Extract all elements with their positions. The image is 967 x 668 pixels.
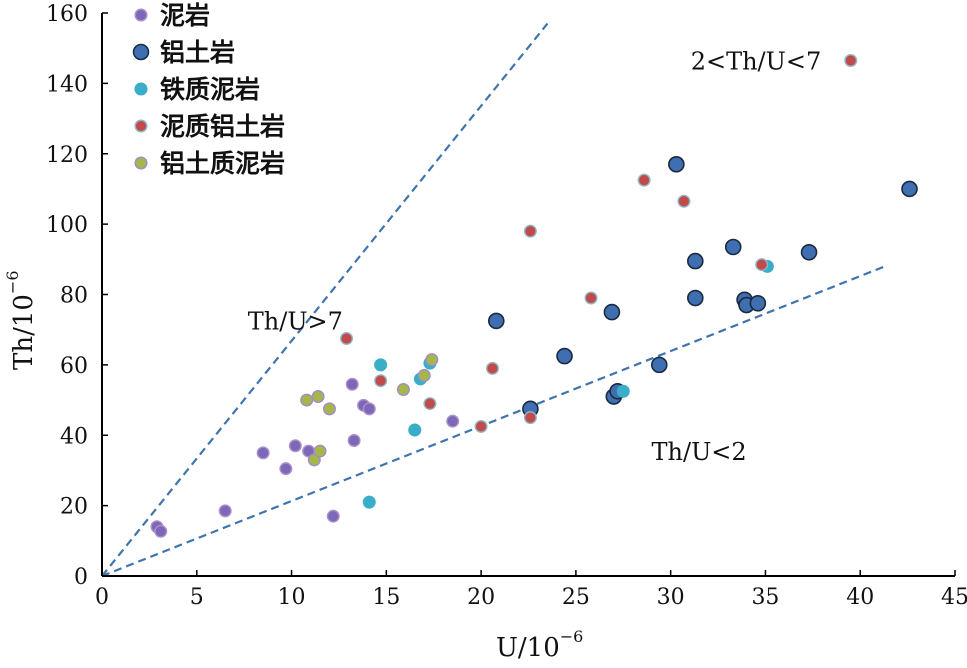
data-point-series-2	[603, 303, 621, 321]
y-tick-label: 0	[74, 565, 88, 590]
data-point-series-4	[474, 419, 488, 433]
y-tick-label: 120	[46, 143, 88, 168]
legend-label-2: 铝土岩	[160, 38, 235, 67]
legend-marker-4	[134, 119, 148, 133]
x-tick-label: 10	[278, 585, 306, 610]
x-tick-label: 35	[751, 585, 779, 610]
data-point-series-3	[616, 384, 630, 398]
y-tick-label: 60	[60, 354, 88, 379]
y-tick-label: 40	[60, 424, 88, 449]
y-tick-label: 20	[60, 495, 88, 520]
data-point-series-1	[347, 434, 361, 448]
y-axis-label-exponent: −6	[3, 270, 22, 294]
legend-label-1: 泥岩	[160, 1, 210, 30]
data-point-series-1	[326, 509, 340, 523]
data-point-series-4	[755, 258, 769, 272]
y-ticks: 0 20 40 60 80 100 120 140 160	[46, 2, 108, 590]
legend-label-5: 铝土质泥岩	[160, 149, 285, 178]
data-point-series-4	[584, 291, 598, 305]
data-point-series-2	[556, 347, 573, 365]
x-tick-label: 40	[846, 585, 874, 610]
data-point-series-1	[362, 402, 376, 416]
data-point-series-2	[800, 243, 818, 261]
data-point-series-2	[749, 294, 767, 312]
data-point-series-1	[279, 462, 293, 476]
data-point-series-4	[677, 194, 691, 208]
data-point-series-4	[844, 54, 858, 68]
x-axis-label-exponent: −6	[560, 627, 584, 646]
data-point-series-4	[374, 374, 388, 388]
region-label-1: 2<Th/U<7	[691, 47, 822, 75]
legend-label-3: 铁质泥岩	[160, 75, 260, 104]
data-point-series-4	[637, 173, 651, 187]
data-point-series-5	[313, 444, 327, 458]
x-axis-label: U/10−6	[496, 627, 583, 663]
y-tick-label: 80	[60, 284, 88, 309]
data-point-series-5	[425, 353, 439, 367]
data-point-series-2	[650, 356, 668, 374]
data-point-series-1	[218, 504, 232, 518]
reference-line-1	[101, 22, 549, 577]
data-point-series-1	[446, 414, 460, 428]
data-point-series-2	[487, 312, 505, 330]
data-point-series-1	[288, 439, 302, 453]
data-point-series-2	[668, 156, 685, 173]
data-point-series-2	[724, 238, 742, 256]
data-point-series-1	[345, 377, 359, 391]
x-axis-label-text: U/10	[496, 633, 560, 663]
data-point-series-4	[523, 224, 537, 238]
data-point-series-3	[374, 358, 388, 372]
data-point-series-3	[408, 423, 422, 437]
x-ticks: 0 5 10 15 20 25 30 35 40 45	[95, 570, 967, 610]
data-point-series-4	[523, 411, 537, 425]
data-point-series-5	[300, 393, 314, 407]
y-tick-label: 160	[46, 2, 88, 27]
x-tick-label: 30	[657, 585, 685, 610]
reference-line-2	[101, 265, 886, 578]
data-point-series-5	[396, 383, 410, 397]
legend-marker-3	[134, 82, 148, 96]
x-tick-label: 15	[372, 585, 400, 610]
data-point-series-5	[311, 390, 325, 404]
data-point-series-5	[322, 402, 336, 416]
data-point-series-4	[485, 361, 499, 375]
reference-lines	[101, 22, 886, 578]
legend-label-4: 泥质铝土岩	[160, 112, 285, 141]
x-tick-label: 25	[562, 585, 590, 610]
y-tick-label: 100	[46, 213, 88, 238]
legend-marker-2	[132, 43, 150, 61]
region-annotations: 2<Th/U<7 Th/U>7 Th/U<2	[248, 47, 821, 466]
data-point-series-2	[687, 252, 704, 270]
x-tick-label: 0	[95, 585, 109, 610]
x-tick-label: 5	[190, 585, 204, 610]
y-tick-label: 140	[46, 72, 88, 97]
region-label-3: Th/U<2	[652, 438, 747, 466]
data-point-series-3	[362, 495, 376, 509]
x-tick-label: 45	[941, 585, 967, 610]
data-point-series-1	[256, 446, 270, 460]
data-point-series-1	[154, 524, 168, 538]
legend-marker-5	[134, 156, 148, 170]
region-label-2: Th/U>7	[248, 308, 343, 336]
y-axis-label: Th/10−6	[3, 270, 39, 370]
data-point-series-2	[901, 180, 918, 198]
data-point-series-5	[417, 368, 431, 382]
data-points	[150, 54, 918, 538]
x-tick-label: 20	[467, 585, 495, 610]
legend-marker-1	[134, 8, 148, 22]
data-point-series-4	[340, 331, 354, 345]
data-point-series-2	[687, 289, 704, 307]
data-point-series-4	[423, 397, 437, 411]
y-axis-label-text: Th/10	[9, 294, 39, 370]
